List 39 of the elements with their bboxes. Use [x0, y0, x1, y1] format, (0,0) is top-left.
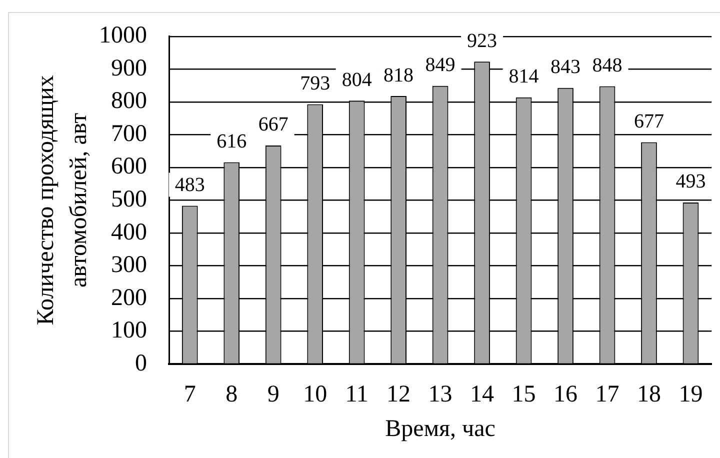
- x-tick-label: 14: [470, 382, 494, 408]
- data-label: 616: [216, 130, 247, 152]
- data-label: 667: [258, 114, 288, 136]
- x-tick-label: 16: [554, 382, 578, 408]
- x-tick-label: 19: [678, 382, 703, 408]
- x-tick-label: 8: [226, 382, 238, 408]
- y-tick-label: 1000: [99, 22, 147, 49]
- y-tick-label: 0: [135, 350, 147, 376]
- data-label: 849: [425, 54, 456, 76]
- y-tick-label: 300: [111, 252, 147, 278]
- data-label: 483: [174, 174, 205, 196]
- data-label: 848: [592, 54, 622, 76]
- data-label: 493: [676, 170, 706, 193]
- data-label: 804: [342, 68, 372, 91]
- x-axis-title: Время, час: [385, 416, 496, 442]
- x-tick-label: 9: [267, 382, 280, 408]
- data-label: 814: [508, 66, 539, 88]
- data-label: 843: [550, 56, 581, 78]
- data-label: 923: [467, 30, 498, 52]
- x-tick-label: 7: [184, 382, 196, 408]
- y-tick-label: 100: [111, 318, 147, 344]
- y-tick-label: 200: [111, 284, 147, 311]
- x-tick-label: 11: [345, 382, 368, 408]
- y-tick-label: 700: [111, 120, 147, 147]
- x-tick-label: 13: [428, 382, 452, 408]
- y-tick-label: 400: [111, 219, 147, 246]
- y-axis-title: Количество проходящих автомобилей, авт: [32, 75, 92, 326]
- data-label: 818: [384, 64, 414, 86]
- x-tick-label: 15: [512, 382, 536, 408]
- y-tick-label: 500: [111, 186, 147, 212]
- y-tick-label: 800: [111, 88, 147, 114]
- data-label: 793: [300, 72, 330, 94]
- y-tick-label: 900: [111, 55, 147, 82]
- x-tick-label: 10: [303, 382, 328, 408]
- x-tick-label: 12: [386, 382, 411, 408]
- data-label: 677: [634, 110, 664, 132]
- x-tick-label: 17: [595, 382, 620, 408]
- x-tick-label: 18: [636, 382, 661, 408]
- y-tick-label: 600: [111, 154, 147, 180]
